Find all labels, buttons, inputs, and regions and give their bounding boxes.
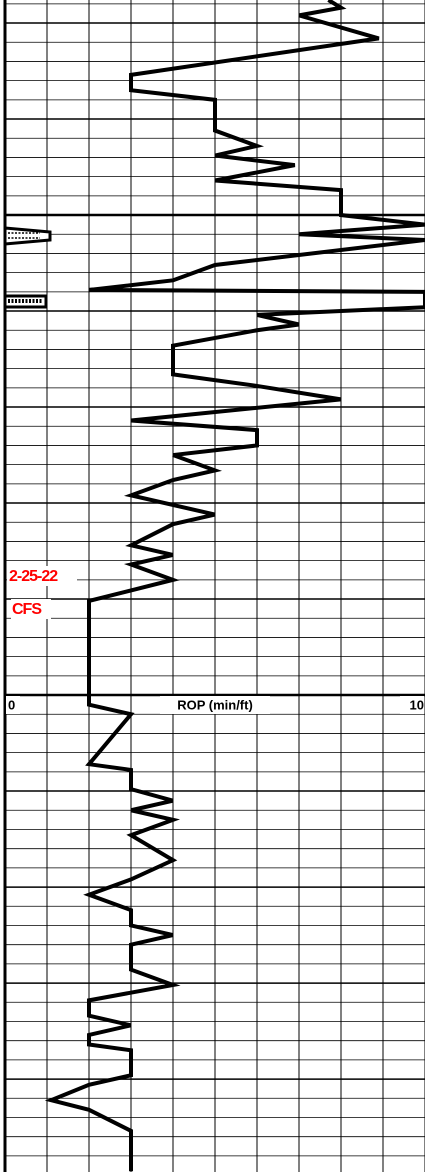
label-bg bbox=[160, 696, 270, 714]
bit-marker bbox=[3, 226, 52, 246]
annotation: 2-25-22 bbox=[9, 568, 58, 585]
bit-markers bbox=[3, 226, 52, 309]
label-bg bbox=[7, 566, 77, 586]
plot bbox=[44, 0, 425, 1172]
label-bg bbox=[11, 599, 51, 619]
rop-line bbox=[44, 0, 425, 1172]
x-axis-label: ROP (min/ft) bbox=[177, 697, 253, 712]
x-max-label: 10 bbox=[410, 697, 424, 712]
hatch bbox=[8, 232, 40, 239]
annotation: CFS bbox=[12, 601, 42, 618]
x-min-label: 0 bbox=[8, 697, 15, 712]
label-bg bbox=[400, 696, 424, 714]
label-bg bbox=[6, 696, 20, 714]
